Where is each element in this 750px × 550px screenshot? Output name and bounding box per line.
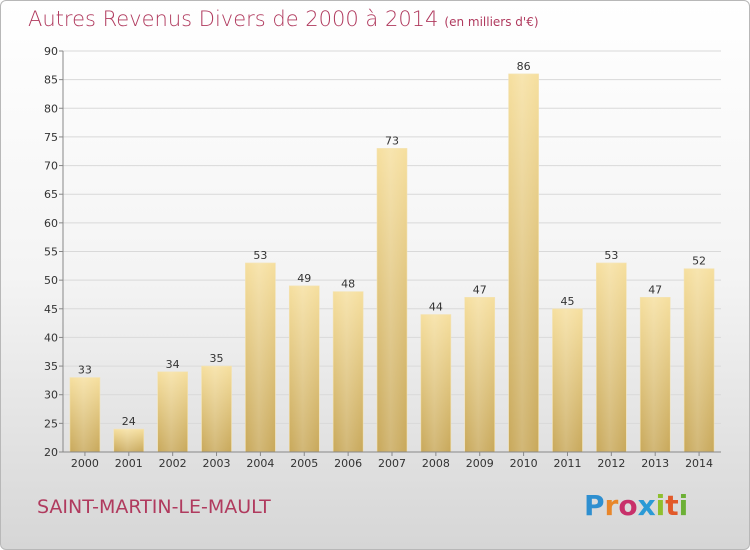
x-tick-label: 2011 (553, 457, 581, 470)
bar-highlight (289, 285, 320, 452)
logo-letter: o (618, 489, 638, 522)
bar-highlight (640, 297, 671, 452)
bar-highlight (377, 148, 407, 452)
bar-2013 (639, 297, 671, 453)
bar-highlight (113, 429, 144, 452)
data-label: 49 (297, 272, 311, 285)
axes (59, 50, 721, 456)
logo-letter: r (604, 489, 619, 522)
y-tick-label: 35 (44, 360, 58, 373)
y-tick-label: 45 (44, 303, 58, 316)
data-label: 47 (648, 283, 662, 296)
y-tick-label: 80 (44, 102, 58, 115)
bar-highlight (201, 366, 232, 452)
data-label: 73 (385, 134, 399, 147)
x-tick-label: 2003 (203, 457, 231, 470)
x-tick-label: 2004 (246, 457, 274, 470)
bar-highlight (245, 262, 276, 452)
bar-2014 (683, 268, 715, 453)
data-label: 24 (122, 415, 136, 428)
y-tick-label: 85 (44, 74, 58, 87)
proxiti-logo: Proxiti (584, 489, 688, 522)
y-tick-label: 25 (44, 417, 58, 430)
bar-highlight (596, 262, 627, 452)
bar-2002 (157, 371, 188, 453)
logo-letter: t (665, 489, 679, 522)
bar-2003 (201, 365, 232, 453)
y-tick-label: 40 (44, 331, 58, 344)
bar-highlight (420, 314, 451, 452)
x-tick-label: 2001 (115, 457, 143, 470)
x-tick-label: 2010 (510, 457, 538, 470)
logo-letter: P (584, 489, 605, 522)
x-tick-label: 2006 (334, 457, 362, 470)
y-tick-label: 65 (44, 188, 58, 201)
bar-2012 (596, 262, 627, 453)
chart-title-text: Autres Revenus Divers de 2000 à 2014 (28, 7, 439, 31)
bar-highlight (508, 73, 539, 453)
x-tick-label: 2007 (378, 457, 406, 470)
x-tick-label: 2000 (71, 457, 99, 470)
bar-2004 (245, 262, 276, 453)
chart-title: Autres Revenus Divers de 2000 à 2014 (en … (28, 7, 539, 31)
bar-2000 (69, 377, 101, 453)
data-label: 53 (253, 249, 267, 262)
labels: 20 25 30 35 40 45 50 55 60 65 70 75 80 85 90 2000 33 2001… (44, 45, 713, 470)
bar-2001 (113, 428, 145, 453)
data-label: 33 (78, 364, 92, 377)
bars (69, 73, 715, 453)
bar-highlight (333, 291, 364, 452)
x-tick-label: 2014 (685, 457, 713, 470)
x-tick-label: 2002 (159, 457, 187, 470)
data-label: 44 (429, 301, 443, 314)
bar-2005 (288, 285, 320, 453)
data-label: 47 (473, 283, 487, 296)
data-label: 86 (517, 60, 531, 73)
y-tick-label: 55 (44, 246, 58, 259)
y-tick-label: 70 (44, 160, 58, 173)
y-tick-label: 90 (44, 45, 58, 58)
x-tick-label: 2009 (466, 457, 494, 470)
bar-highlight (684, 268, 715, 452)
data-label: 53 (604, 249, 618, 262)
y-tick-label: 50 (44, 274, 58, 287)
logo-letter: i (655, 489, 666, 522)
y-tick-label: 75 (44, 131, 58, 144)
city-name: SAINT-MARTIN-LE-MAULT (37, 496, 271, 518)
chart-unit-note: (en milliers d'€) (444, 15, 539, 29)
bar-2007 (376, 148, 408, 453)
x-tick-label: 2012 (597, 457, 625, 470)
y-tick-label: 30 (44, 389, 58, 402)
bar-highlight (69, 377, 100, 452)
bar-2009 (464, 297, 496, 453)
bar-2010 (508, 73, 539, 453)
data-label: 52 (692, 255, 706, 268)
data-label: 35 (210, 352, 224, 365)
bar-highlight (552, 308, 583, 452)
bar-2008 (420, 314, 452, 453)
y-tick-label: 60 (44, 217, 58, 230)
bar-highlight (157, 371, 188, 452)
x-tick-label: 2008 (422, 457, 450, 470)
data-label: 45 (560, 295, 574, 308)
logo-letter: x (637, 489, 656, 522)
bar-2006 (332, 291, 364, 453)
x-tick-label: 2013 (641, 457, 669, 470)
bar-2011 (552, 308, 583, 453)
data-label: 48 (341, 278, 355, 291)
data-label: 34 (166, 358, 180, 371)
x-tick-label: 2005 (290, 457, 318, 470)
bar-highlight (464, 297, 495, 452)
y-tick-label: 20 (44, 446, 58, 459)
logo-letter: i (678, 489, 689, 522)
